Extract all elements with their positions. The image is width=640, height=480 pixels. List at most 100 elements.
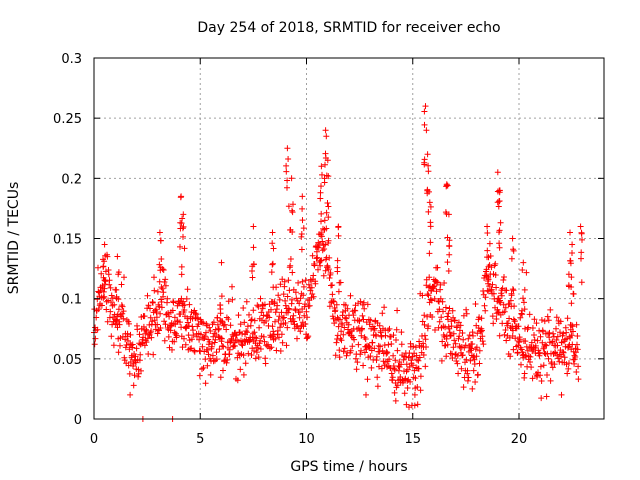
data-point	[332, 352, 339, 359]
data-point	[289, 269, 296, 276]
data-point	[351, 336, 358, 343]
data-point	[463, 356, 470, 363]
data-point	[559, 348, 566, 355]
data-point	[326, 275, 333, 281]
data-point	[553, 325, 559, 332]
data-point	[144, 292, 151, 299]
data-point	[248, 316, 255, 323]
data-point	[523, 269, 530, 276]
data-point	[326, 254, 333, 261]
data-point	[385, 327, 392, 334]
data-point	[220, 367, 226, 374]
axis-ticks	[93, 57, 604, 420]
data-point	[426, 274, 433, 281]
data-point	[518, 346, 525, 353]
data-point	[516, 336, 523, 343]
data-point	[297, 328, 304, 335]
data-point	[310, 272, 317, 279]
data-point	[542, 341, 549, 348]
data-point	[269, 261, 276, 268]
data-point	[165, 310, 172, 316]
data-point	[557, 329, 563, 336]
data-point	[151, 274, 157, 281]
data-point	[213, 349, 220, 356]
data-point	[180, 298, 187, 305]
data-point	[126, 320, 132, 327]
data-point	[431, 283, 438, 289]
data-point	[521, 299, 527, 306]
data-point	[325, 266, 332, 273]
data-point	[319, 247, 326, 254]
data-point	[202, 380, 209, 387]
data-point	[300, 225, 307, 232]
data-point	[340, 331, 347, 338]
data-point	[281, 278, 288, 285]
data-point	[431, 295, 438, 302]
data-point	[324, 200, 331, 206]
data-point	[101, 293, 108, 300]
data-point	[120, 308, 127, 315]
data-point	[124, 330, 131, 337]
data-point	[272, 309, 279, 316]
data-point	[484, 247, 491, 254]
data-point	[421, 321, 428, 328]
data-point	[393, 337, 399, 343]
data-point	[425, 323, 432, 330]
data-point	[479, 327, 485, 334]
data-point	[558, 353, 565, 360]
data-point	[423, 127, 430, 134]
data-point	[180, 233, 186, 240]
data-point	[476, 360, 483, 367]
data-point	[430, 283, 437, 290]
data-point	[229, 283, 235, 290]
data-point	[566, 360, 572, 367]
data-point	[207, 371, 214, 378]
data-point	[344, 305, 351, 312]
data-point	[317, 195, 324, 202]
data-point	[127, 331, 134, 338]
data-point	[538, 378, 545, 384]
data-point	[102, 268, 109, 275]
data-point	[323, 209, 330, 216]
data-point	[391, 389, 398, 396]
data-point	[321, 179, 328, 186]
data-point	[511, 303, 518, 310]
data-point	[324, 157, 331, 164]
data-point	[427, 239, 434, 246]
data-point	[459, 330, 466, 336]
data-point	[456, 333, 463, 340]
data-point	[95, 306, 102, 313]
data-point	[131, 372, 138, 379]
data-point	[313, 255, 320, 262]
data-point	[255, 303, 262, 310]
data-point	[286, 287, 293, 294]
data-point	[557, 318, 564, 325]
data-point	[497, 219, 504, 226]
data-point	[118, 302, 125, 309]
data-point	[360, 316, 367, 323]
data-point	[496, 227, 503, 234]
data-point	[327, 270, 334, 276]
data-point	[196, 372, 203, 379]
data-point	[510, 246, 517, 253]
data-point	[284, 293, 291, 300]
data-point	[92, 335, 99, 342]
data-point	[147, 314, 154, 321]
data-point	[521, 306, 528, 313]
data-point	[564, 315, 571, 322]
data-point	[276, 296, 283, 303]
data-point	[181, 245, 188, 252]
data-point	[253, 335, 260, 342]
data-point	[424, 186, 431, 193]
data-point	[195, 315, 201, 322]
data-point	[162, 276, 169, 283]
data-point	[417, 373, 424, 380]
data-point	[467, 344, 474, 351]
data-point	[158, 304, 165, 311]
data-point	[125, 337, 131, 344]
data-point	[495, 203, 502, 210]
data-point	[436, 306, 443, 313]
data-point	[257, 337, 264, 344]
data-point	[335, 224, 342, 231]
data-point	[386, 356, 393, 363]
